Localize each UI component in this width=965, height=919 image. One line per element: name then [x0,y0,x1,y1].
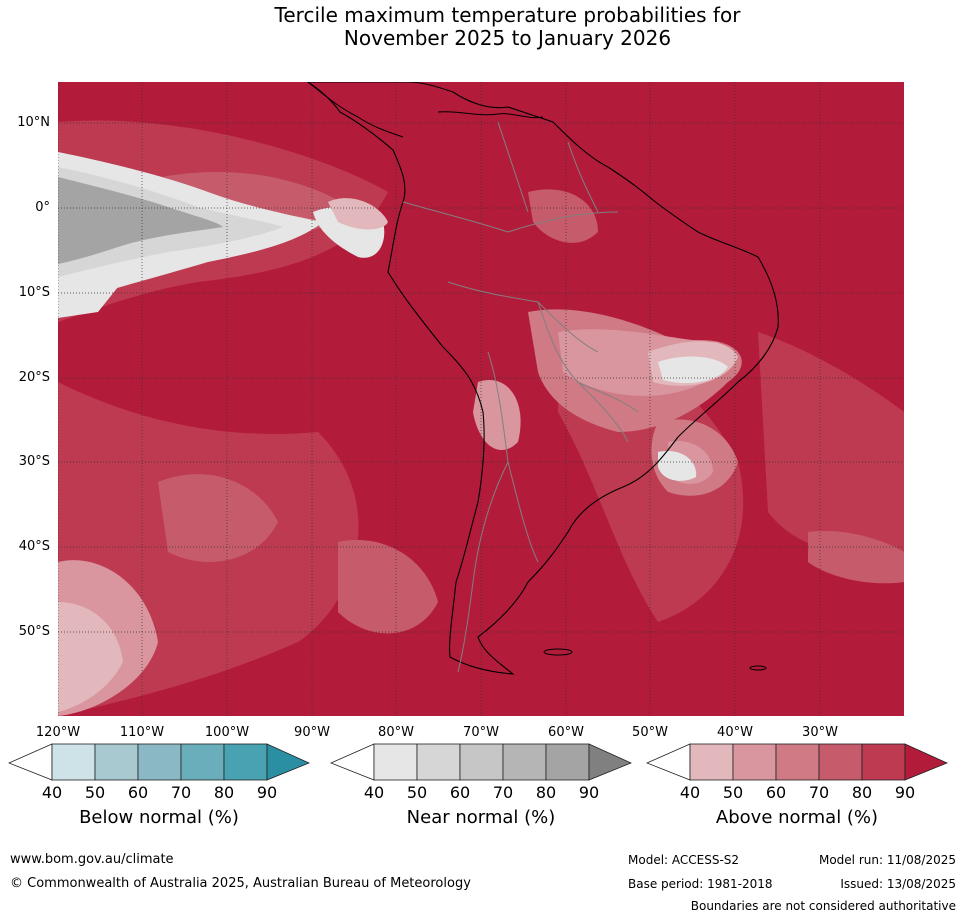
colorbar-segment [459,743,504,781]
colorbar-segment [8,743,53,781]
caribbean-coastline [437,111,544,119]
colorbar-tick: 70 [808,783,830,802]
colorbar-segment [732,743,777,781]
lon-label-50w: 50°W [632,725,668,740]
colorbar-title-below-normal: Below normal (%) [79,807,239,828]
colorbar-below-normal [8,743,310,781]
lat-label-0: 0° [35,200,50,215]
colorbar-segment [180,743,225,781]
map-region-above-40 [58,602,123,712]
colorbar-segment [545,743,590,781]
colorbar-segment [416,743,461,781]
colorbar-tick: 90 [578,783,600,802]
map-region-above-80 [758,332,904,556]
lat-label-20s: 20°S [18,370,50,385]
colorbar-tick: 40 [41,783,63,802]
title-line-1: Tercile maximum temperature probabilitie… [274,3,741,27]
map-region-above-70 [808,531,904,584]
map-region-above-70 [158,474,278,562]
colorbar-segment [330,743,375,781]
disclaimer-text: Boundaries are not considered authoritat… [690,899,956,913]
graticule [58,82,904,716]
map-region-near-40 [58,287,118,318]
colorbar-tick: 70 [170,783,192,802]
colorbar-tick: 90 [256,783,278,802]
lon-label-60w: 60°W [548,725,584,740]
lat-label-10s: 10°S [18,285,50,300]
colorbar-tick: 60 [127,783,149,802]
lon-label-120w: 120°W [35,725,81,740]
colorbar-segment [373,743,418,781]
country-borders [402,121,639,673]
map-region-above-50 [473,380,521,451]
colorbar-segment [266,743,310,781]
website-text: www.bom.gov.au/climate [10,852,174,867]
colorbar-segment [689,743,734,781]
colorbar-segment [94,743,139,781]
map-region-above-40 [328,198,388,230]
colorbar-tick: 70 [492,783,514,802]
lon-label-70w: 70°W [463,725,499,740]
colorbar-above-normal [646,743,948,781]
colorbar-tick: 60 [449,783,471,802]
map-region-near-40 [658,451,697,481]
probability-map [58,82,904,716]
map-region-above-70 [338,540,438,634]
colorbar-tick: 40 [679,783,701,802]
copyright-text: © Commonwealth of Australia 2025, Austra… [10,876,471,891]
lon-label-40w: 40°W [717,725,753,740]
colorbar-tick: 80 [851,783,873,802]
colorbar-segment [646,743,691,781]
colorbar-segment [502,743,547,781]
map-canvas [58,82,904,716]
falkland-islands [543,648,573,656]
colorbar-segment [223,743,268,781]
map-region-above-70 [528,189,598,243]
lat-label-40s: 40°S [18,539,50,554]
south-america-coastline [307,82,779,675]
map-region-near-80 [58,177,223,264]
south-georgia-island [749,665,767,671]
map-title: Tercile maximum temperature probabilitie… [0,4,965,50]
colorbar-segment [588,743,632,781]
colorbar-segment [904,743,948,781]
colorbar-title-near-normal: Near normal (%) [406,807,556,828]
model-run-text: Model run: 11/08/2025 [818,853,956,867]
lon-label-80w: 80°W [378,725,414,740]
colorbar-tick: 50 [84,783,106,802]
colorbar-tick: 80 [535,783,557,802]
colorbar-segment [775,743,820,781]
lat-label-50s: 50°S [18,624,50,639]
colorbar-segment [861,743,906,781]
lat-label-30s: 30°S [18,454,50,469]
map-region-near-40 [658,356,728,384]
colorbar-title-above-normal: Above normal (%) [715,807,879,828]
colorbar-tick: 60 [765,783,787,802]
lon-label-30w: 30°W [802,725,838,740]
lon-label-90w: 90°W [294,725,330,740]
lon-label-110w: 110°W [119,725,165,740]
central-america-coastline [307,82,404,138]
lon-label-100w: 100°W [204,725,250,740]
title-line-2: November 2025 to January 2026 [343,26,672,50]
colorbar-segment [137,743,182,781]
issued-text: Issued: 13/08/2025 [840,877,956,891]
colorbar-segment [51,743,96,781]
colorbar-tick: 40 [363,783,385,802]
colorbar-near-normal [330,743,632,781]
base-period-text: Base period: 1981-2018 [628,877,773,891]
lat-label-10n: 10°N [17,115,50,130]
colorbar-tick: 80 [213,783,235,802]
colorbar-tick: 50 [406,783,428,802]
model-text: Model: ACCESS-S2 [628,853,740,867]
colorbar-segment [818,743,863,781]
colorbar-tick: 50 [722,783,744,802]
colorbar-tick: 90 [894,783,916,802]
